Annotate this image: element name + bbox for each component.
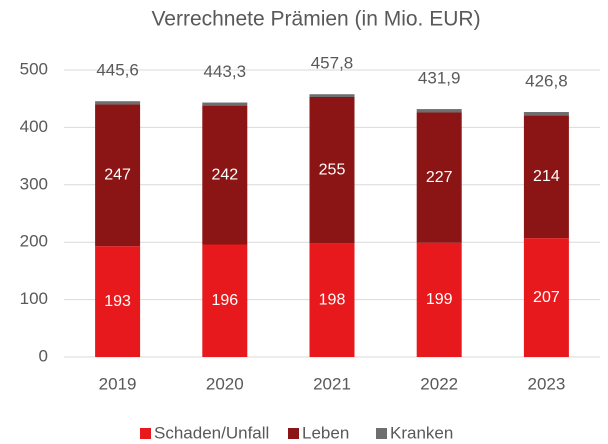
total-label: 443,3 <box>204 62 247 81</box>
legend-label: Schaden/Unfall <box>154 423 269 442</box>
y-tick-label: 100 <box>20 289 48 308</box>
legend-label: Kranken <box>390 423 453 442</box>
legend-swatch <box>288 428 299 439</box>
bar-segment <box>416 112 462 243</box>
data-label: 196 <box>211 292 238 309</box>
bar-segment <box>523 115 569 239</box>
bar-segment <box>202 244 248 357</box>
data-label: 198 <box>319 291 346 308</box>
data-label: 255 <box>319 161 346 178</box>
data-label: 199 <box>426 291 453 308</box>
bar-segment <box>95 101 141 105</box>
bar-segment <box>202 102 248 106</box>
total-label: 457,8 <box>311 54 354 73</box>
bar-segment <box>309 94 355 97</box>
y-tick-label: 0 <box>39 346 48 365</box>
data-label: 242 <box>211 166 238 183</box>
x-tick-label: 2022 <box>420 374 458 393</box>
bar-segment <box>416 109 462 113</box>
total-label: 426,8 <box>525 72 568 91</box>
y-tick-label: 300 <box>20 174 48 193</box>
bar-segment <box>202 105 248 245</box>
x-tick-label: 2023 <box>527 374 565 393</box>
bar-segment <box>309 243 355 357</box>
data-label: 207 <box>533 289 560 306</box>
chart-title: Verrechnete Prämien (in Mio. EUR) <box>151 8 480 31</box>
bar-segment <box>309 96 355 244</box>
total-label: 431,9 <box>418 69 461 88</box>
data-label: 227 <box>426 169 453 186</box>
y-tick-label: 500 <box>20 59 48 78</box>
x-tick-label: 2021 <box>313 374 351 393</box>
bar-segment <box>523 112 569 116</box>
x-tick-label: 2020 <box>206 374 244 393</box>
bar-segment <box>523 238 569 357</box>
bar-segment <box>95 246 141 357</box>
x-tick-label: 2019 <box>99 374 137 393</box>
bar-segment <box>416 242 462 357</box>
data-label: 193 <box>104 293 131 310</box>
data-label: 214 <box>533 168 560 185</box>
total-label: 445,6 <box>96 61 139 80</box>
legend-swatch <box>376 428 387 439</box>
y-tick-label: 400 <box>20 117 48 136</box>
bar-segment <box>95 104 141 247</box>
legend-label: Leben <box>302 423 349 442</box>
data-label: 247 <box>104 167 131 184</box>
legend-swatch <box>140 428 151 439</box>
y-tick-label: 200 <box>20 232 48 251</box>
